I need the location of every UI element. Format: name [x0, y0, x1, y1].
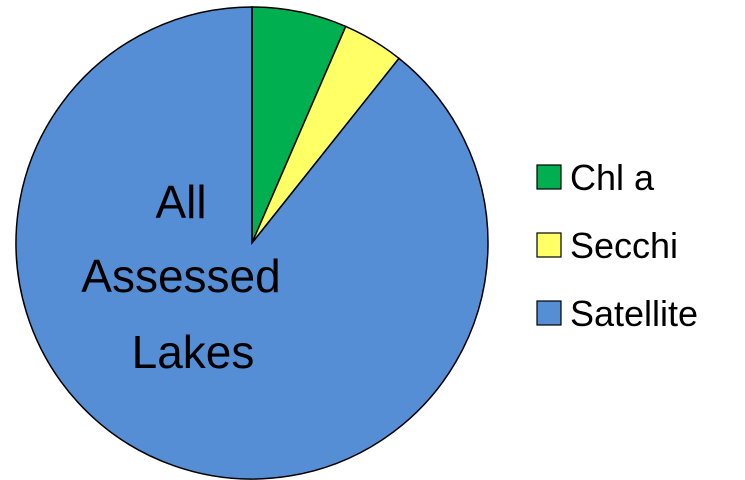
- legend-swatch-satellite: [536, 300, 562, 326]
- center-label-line-2: Assessed: [81, 250, 280, 302]
- legend-label-chl-a: Chl a: [570, 157, 655, 198]
- legend-label-secchi: Secchi: [570, 225, 678, 266]
- legend-label-satellite: Satellite: [570, 293, 698, 334]
- legend-swatch-secchi: [536, 232, 562, 258]
- center-label-line-3: Lakes: [132, 326, 255, 378]
- pie-slices: [15, 6, 489, 480]
- pie-slice-satellite: [15, 6, 489, 480]
- legend: Chl a Secchi Satellite: [536, 157, 698, 334]
- center-label-line-1: All: [155, 176, 206, 228]
- legend-swatch-chl-a: [536, 164, 562, 190]
